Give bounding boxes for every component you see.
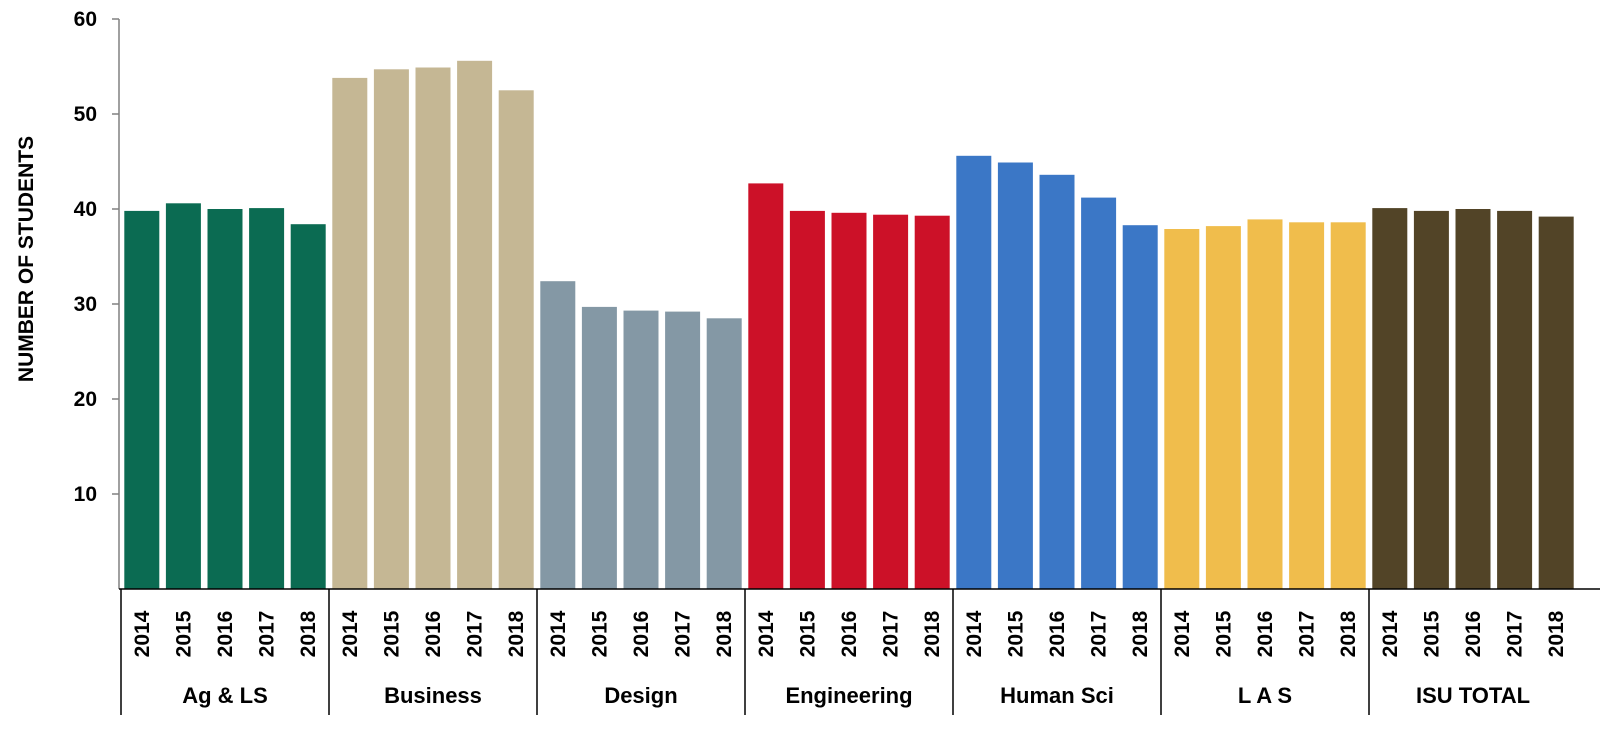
x-tick-label: 2018 xyxy=(1545,610,1568,657)
x-tick-label: 2018 xyxy=(297,610,320,657)
bar xyxy=(415,67,451,589)
bar xyxy=(706,318,742,590)
x-tick-label: 2016 xyxy=(422,611,445,658)
bar xyxy=(997,162,1033,589)
y-tick-label: 30 xyxy=(74,293,97,316)
x-tick-label: 2017 xyxy=(1088,611,1111,658)
x-tick-label: 2017 xyxy=(672,611,695,658)
x-tick-label: 2015 xyxy=(1420,610,1443,657)
group-label: Design xyxy=(604,683,677,708)
x-axis-labels: 2014 2015 2016 2017 2018 Ag & LS 2014 2015 2016 2… xyxy=(131,610,1568,708)
group-label: L A S xyxy=(1238,683,1292,708)
x-tick-label: 2014 xyxy=(755,610,778,657)
x-tick-label: 2016 xyxy=(838,611,861,658)
bar xyxy=(831,212,867,590)
x-tick-label: 2015 xyxy=(1212,610,1235,657)
x-tick-label: 2016 xyxy=(1046,611,1069,658)
bar xyxy=(1330,222,1366,590)
x-tick-label: 2018 xyxy=(1337,610,1360,657)
bar xyxy=(1205,226,1241,589)
bar xyxy=(207,209,243,589)
bar xyxy=(665,311,701,589)
bar xyxy=(1122,225,1158,589)
bar xyxy=(873,214,909,589)
bar xyxy=(623,310,659,589)
axes xyxy=(118,19,1600,715)
group-label: Engineering xyxy=(785,683,912,708)
bars xyxy=(124,60,1574,590)
group-label: ISU TOTAL xyxy=(1416,683,1530,708)
bar xyxy=(1413,210,1449,589)
bar xyxy=(124,210,160,589)
bar xyxy=(1039,174,1075,590)
bar xyxy=(457,60,493,590)
y-tick-label: 10 xyxy=(74,483,97,506)
x-tick-label: 2016 xyxy=(1462,611,1485,658)
y-axis-title: NUMBER OF STUDENTS xyxy=(15,136,38,382)
bar xyxy=(373,69,409,590)
x-tick-label: 2017 xyxy=(1504,611,1527,658)
x-tick-label: 2014 xyxy=(547,610,570,657)
bar xyxy=(1081,197,1117,589)
group-label: Human Sci xyxy=(1000,683,1114,708)
x-tick-label: 2018 xyxy=(713,610,736,657)
bar xyxy=(1372,208,1408,589)
bar xyxy=(165,203,201,590)
x-tick-label: 2018 xyxy=(505,610,528,657)
bar xyxy=(1497,210,1533,589)
x-tick-label: 2017 xyxy=(1296,611,1319,658)
y-tick-label: 60 xyxy=(74,8,97,31)
x-tick-label: 2015 xyxy=(1004,610,1027,657)
y-tick-label: 40 xyxy=(74,198,97,221)
x-tick-label: 2015 xyxy=(588,610,611,657)
x-tick-label: 2015 xyxy=(380,610,403,657)
group-label: Business xyxy=(384,683,482,708)
bar xyxy=(290,224,326,589)
bar xyxy=(332,77,368,590)
bar xyxy=(581,306,617,589)
x-tick-label: 2017 xyxy=(880,611,903,658)
bar xyxy=(1538,216,1574,589)
x-tick-label: 2018 xyxy=(1129,610,1152,657)
x-tick-label: 2017 xyxy=(464,611,487,658)
bar xyxy=(956,155,992,590)
bar xyxy=(1164,229,1200,589)
bar xyxy=(1289,222,1325,590)
x-tick-label: 2016 xyxy=(1254,611,1277,658)
y-tick-label: 20 xyxy=(74,388,97,411)
x-tick-label: 2015 xyxy=(172,610,195,657)
y-tick-label: 50 xyxy=(74,103,97,126)
x-tick-label: 2016 xyxy=(214,611,237,658)
bar xyxy=(748,183,784,589)
group-label: Ag & LS xyxy=(182,683,268,708)
x-tick-label: 2015 xyxy=(796,610,819,657)
bar xyxy=(249,208,285,589)
x-tick-label: 2014 xyxy=(963,610,986,657)
x-tick-label: 2018 xyxy=(921,610,944,657)
x-tick-label: 2016 xyxy=(630,611,653,658)
bar xyxy=(498,90,534,590)
bar xyxy=(1247,219,1283,589)
x-tick-label: 2014 xyxy=(1379,610,1402,657)
bar xyxy=(1455,209,1491,589)
x-tick-label: 2014 xyxy=(1171,610,1194,657)
bar xyxy=(789,210,825,589)
y-axis-ticks: 10 20 30 40 50 60 xyxy=(74,8,119,506)
x-tick-label: 2017 xyxy=(256,611,279,658)
x-tick-label: 2014 xyxy=(339,610,362,657)
x-tick-label: 2014 xyxy=(131,610,154,657)
bar xyxy=(914,215,950,589)
bar xyxy=(540,281,576,589)
